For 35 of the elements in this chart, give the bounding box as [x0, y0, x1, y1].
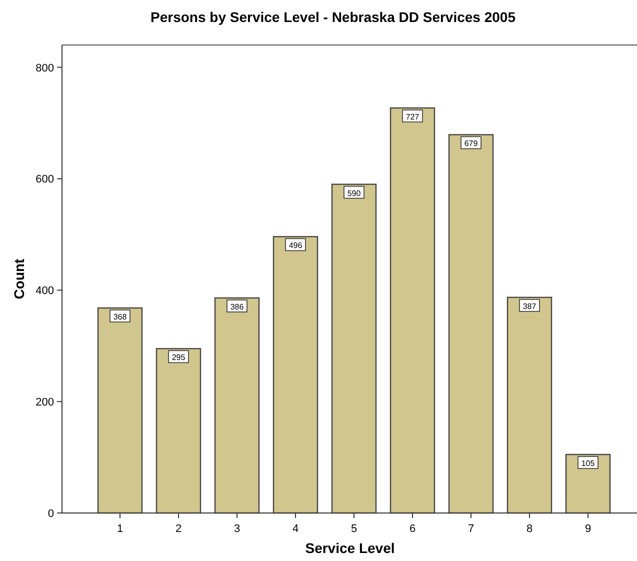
bar: [565, 454, 611, 514]
y-tick-label: 0: [48, 508, 54, 520]
bar: [214, 297, 260, 514]
x-tick-label: 3: [234, 523, 240, 535]
data-label: 679: [464, 139, 478, 148]
bar: [331, 184, 377, 514]
bar: [272, 236, 318, 514]
x-tick-label: 2: [175, 523, 182, 535]
y-tick-label: 200: [36, 396, 54, 409]
chart-title: Persons by Service Level - Nebraska DD Services 2005: [150, 9, 516, 25]
bar: [506, 296, 552, 514]
y-tick-label: 800: [36, 62, 54, 74]
x-tick-label: 6: [409, 523, 416, 535]
x-tick-label: 1: [116, 523, 124, 535]
bar: [97, 307, 143, 514]
y-axis-title: Count: [11, 258, 27, 300]
y-tick-label: 600: [36, 174, 54, 186]
bar: [448, 134, 494, 514]
y-tick-label: 400: [36, 285, 54, 298]
data-label: 590: [347, 188, 362, 198]
x-tick-label: 8: [526, 523, 533, 535]
data-label: 727: [406, 112, 420, 122]
data-label: 105: [581, 459, 596, 468]
x-tick-label: 4: [292, 523, 299, 535]
bar: [390, 107, 436, 514]
x-tick-label: 5: [350, 523, 358, 535]
data-label: 386: [230, 302, 244, 312]
x-axis-title: Service Level: [305, 540, 395, 556]
data-label: 496: [288, 241, 303, 250]
data-label: 387: [522, 302, 537, 311]
x-tick-label: 7: [468, 523, 474, 535]
data-label: 295: [172, 353, 186, 362]
data-label: 368: [113, 312, 128, 322]
bar: [156, 348, 202, 514]
x-tick-label: 9: [584, 523, 592, 535]
